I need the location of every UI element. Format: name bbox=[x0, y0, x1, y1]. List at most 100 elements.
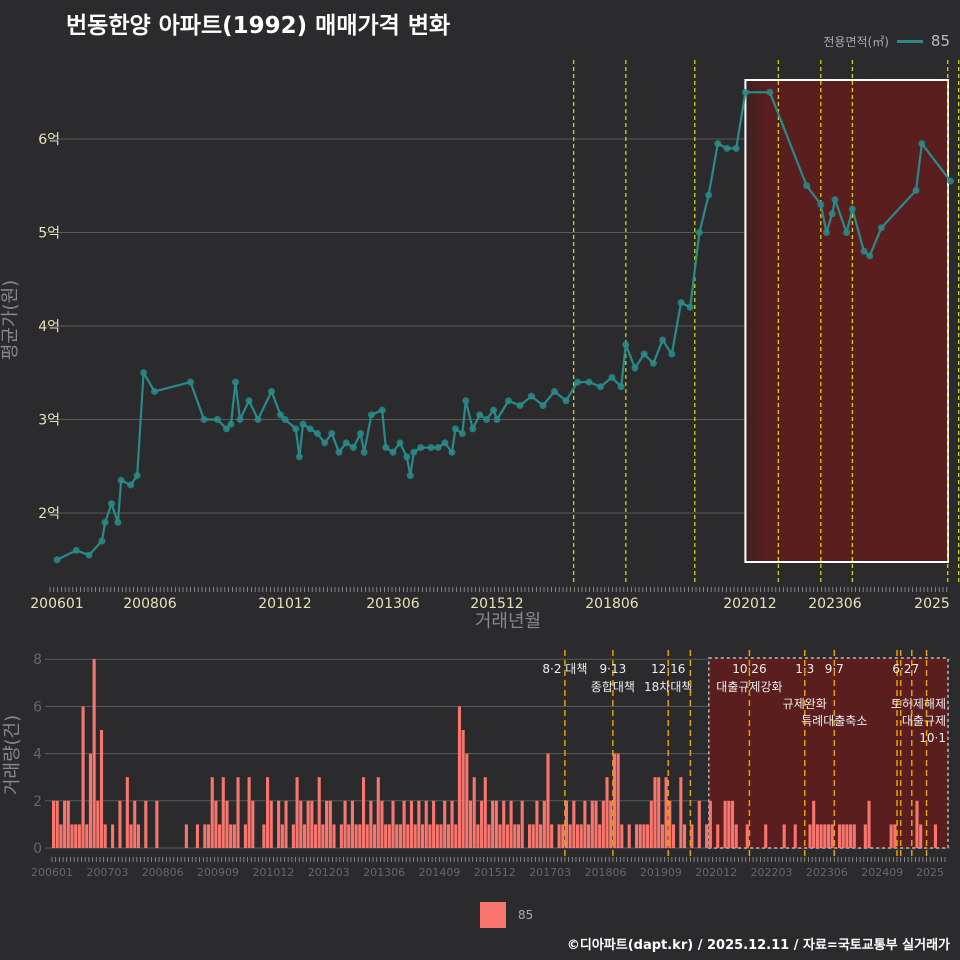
event-name: 대출규제 bbox=[902, 714, 946, 728]
price-point bbox=[490, 406, 498, 414]
price-point bbox=[817, 200, 825, 208]
volume-bar bbox=[893, 824, 897, 848]
volume-bar bbox=[413, 824, 417, 848]
price-point bbox=[483, 416, 491, 423]
x-tick-label: 202306 bbox=[808, 596, 862, 612]
volume-bar bbox=[627, 824, 631, 848]
volume-bar bbox=[646, 824, 650, 848]
event-name: 특례대출축소 bbox=[801, 714, 867, 728]
volume-bar bbox=[391, 800, 395, 848]
volume-bar bbox=[111, 824, 115, 848]
price-point bbox=[292, 425, 300, 433]
volume-bar bbox=[516, 824, 521, 848]
x-tick-label: 201512 bbox=[474, 866, 516, 879]
volume-bar bbox=[609, 800, 613, 848]
volume-bar bbox=[96, 800, 100, 848]
volume-bar bbox=[605, 777, 609, 848]
price-point bbox=[823, 229, 830, 236]
price-point bbox=[295, 453, 303, 461]
volume-bar bbox=[277, 800, 281, 848]
volume-bar bbox=[236, 777, 240, 848]
x-tick-label: 201806 bbox=[585, 866, 627, 879]
volume-bar bbox=[454, 824, 458, 848]
volume-bar bbox=[398, 824, 402, 848]
volume-bar bbox=[280, 824, 284, 848]
volume-bar bbox=[461, 730, 465, 848]
volume-bar bbox=[354, 824, 358, 848]
price-point bbox=[608, 373, 616, 381]
volume-bar bbox=[70, 824, 74, 848]
volume-bar bbox=[668, 800, 672, 848]
volume-bar bbox=[620, 824, 624, 848]
price-point bbox=[622, 341, 630, 349]
volume-bar bbox=[638, 824, 642, 848]
volume-bar bbox=[365, 824, 369, 848]
volume-bar bbox=[705, 824, 709, 848]
event-name: 규제완화 bbox=[783, 697, 827, 711]
volume-bar bbox=[443, 800, 447, 848]
volume-bar bbox=[306, 800, 310, 848]
volume-bar bbox=[664, 777, 668, 848]
volume-bar bbox=[601, 800, 605, 848]
volume-bar bbox=[125, 777, 129, 848]
x-tick-label: 201012 bbox=[252, 866, 294, 879]
event-name: 토허제해제 bbox=[891, 697, 946, 711]
event-date: 1·3 bbox=[795, 662, 814, 676]
price-point bbox=[396, 439, 404, 447]
x-tick-label: 200806 bbox=[142, 866, 184, 879]
volume-bar bbox=[919, 824, 923, 848]
price-point bbox=[101, 518, 109, 526]
volume-bar bbox=[812, 800, 816, 848]
volume-bar bbox=[369, 800, 373, 848]
price-point bbox=[617, 383, 625, 391]
legend-top: 전용면적(㎡) 85 bbox=[823, 32, 950, 50]
volume-bar bbox=[155, 800, 159, 848]
legend-bottom-label: 85 bbox=[518, 908, 534, 922]
price-point bbox=[108, 500, 116, 508]
price-point bbox=[268, 387, 275, 395]
volume-bar bbox=[826, 824, 830, 848]
price-point bbox=[427, 444, 435, 452]
price-point bbox=[214, 416, 221, 423]
volume-bar bbox=[568, 824, 572, 848]
volume-bar bbox=[745, 824, 749, 848]
x-axis-title: 거래년월 bbox=[475, 611, 541, 632]
volume-bar bbox=[406, 824, 410, 848]
volume-bar bbox=[203, 824, 207, 848]
price-point bbox=[848, 205, 856, 213]
price-point bbox=[187, 378, 194, 386]
volume-bar bbox=[531, 824, 535, 848]
volume-bar bbox=[424, 800, 428, 848]
volume-bar bbox=[184, 824, 188, 848]
x-tick-label: 201409 bbox=[418, 866, 460, 879]
y-tick-label: 2 bbox=[33, 794, 42, 810]
volume-bar bbox=[564, 800, 568, 848]
legend-label: 85 bbox=[930, 32, 950, 50]
volume-bar bbox=[815, 824, 819, 848]
volume-bar bbox=[421, 824, 425, 848]
volume-bar bbox=[480, 800, 484, 848]
volume-bar bbox=[66, 800, 70, 848]
volume-bar bbox=[491, 800, 495, 848]
volume-bar bbox=[819, 824, 823, 848]
price-point bbox=[918, 140, 926, 148]
x-tick-label: 202012 bbox=[723, 596, 776, 612]
price-point bbox=[686, 303, 694, 311]
x-tick-label: 202409 bbox=[861, 866, 903, 879]
volume-bar bbox=[218, 824, 222, 848]
price-point bbox=[117, 476, 125, 484]
footer-credit: ©디아파트(dapt.kr) / 2025.12.11 / 자료=국토교통부 실… bbox=[566, 938, 950, 953]
price-point bbox=[597, 383, 604, 391]
price-point bbox=[140, 369, 148, 377]
price-point bbox=[649, 359, 657, 367]
volume-bar bbox=[247, 777, 251, 848]
volume-bar bbox=[808, 824, 812, 848]
volume-bar bbox=[635, 824, 639, 848]
volume-bar bbox=[295, 777, 299, 848]
volume-bar bbox=[708, 800, 712, 848]
price-point bbox=[946, 177, 954, 185]
price-point bbox=[493, 416, 501, 423]
price-point bbox=[313, 430, 321, 438]
y-tick-label: 2억 bbox=[38, 506, 60, 522]
volume-bar bbox=[214, 800, 218, 848]
